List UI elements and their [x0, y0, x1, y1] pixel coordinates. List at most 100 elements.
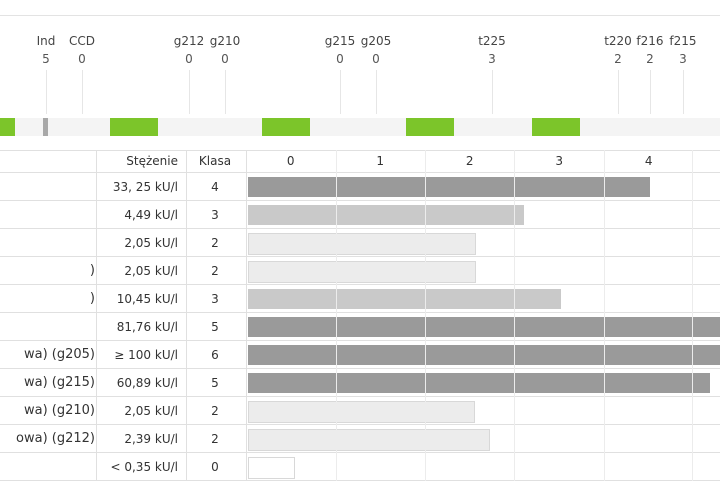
grid-column-line: [514, 150, 515, 481]
concentration-value: 60,89 kU/l: [116, 376, 178, 390]
class-value: 2: [211, 264, 219, 278]
row-divider: [0, 312, 720, 313]
scale-label-3: 3: [555, 154, 564, 168]
allergen-class-value: 0: [221, 52, 229, 66]
concentration-value: 81,76 kU/l: [116, 320, 178, 334]
concentration-value: ≥ 100 kU/l: [114, 348, 178, 362]
header-concentration: Stężenie: [126, 154, 178, 168]
strip-segment-green: [0, 118, 15, 136]
table-row[interactable]: 2,05 kU/l 2: [0, 229, 720, 257]
table-row[interactable]: 33, 25 kU/l 4: [0, 173, 720, 201]
class-value: 5: [211, 376, 219, 390]
scale-label-2: 2: [465, 154, 474, 168]
class-value: 3: [211, 208, 219, 222]
allergen-leader-line: [340, 70, 341, 114]
concentration-value: 2,05 kU/l: [124, 236, 178, 250]
results-table: Stężenie Klasa 0 1 2 3 4 33, 25 kU/l 4 4,49 kU…: [0, 150, 720, 481]
table-row[interactable]: 4,49 kU/l 3: [0, 201, 720, 229]
allergen-leader-line: [82, 70, 83, 114]
allergen-leader-line: [492, 70, 493, 114]
strip-segment-green: [532, 118, 580, 136]
grid-column-line: [425, 150, 426, 481]
concentration-value: 10,45 kU/l: [116, 292, 178, 306]
allergen-class-value: 5: [42, 52, 50, 66]
grid-column-line: [186, 150, 187, 481]
row-divider: [0, 396, 720, 397]
row-divider: [0, 256, 720, 257]
allergen-class-value: 2: [614, 52, 622, 66]
table-row[interactable]: owa) (g212) 2,39 kU/l 2: [0, 425, 720, 453]
class-value: 4: [211, 180, 219, 194]
scale-label-0: 0: [286, 154, 295, 168]
strip-track: [0, 118, 720, 136]
allergen-code-g212: g212: [173, 34, 205, 48]
class-bar: [248, 373, 710, 393]
table-row[interactable]: ) 2,05 kU/l 2: [0, 257, 720, 285]
grid-column-line: [246, 150, 247, 481]
allergen-component-strip: Ind 5 CCD 0 g212 0 g210 0 g215 0 g205 0 t225 3 t220 2 f2…: [0, 0, 720, 140]
allergen-code-f215: f215: [669, 34, 697, 48]
allergen-class-value: 0: [372, 52, 380, 66]
table-top-border: [0, 150, 720, 151]
class-value: 3: [211, 292, 219, 306]
grid-column-line: [692, 150, 693, 481]
class-bar: [248, 317, 720, 337]
allergen-code-t220: t220: [604, 34, 632, 48]
allergen-class-value: 2: [646, 52, 654, 66]
concentration-value: 4,49 kU/l: [124, 208, 178, 222]
table-row[interactable]: 81,76 kU/l 5: [0, 313, 720, 341]
allergen-class-value: 0: [336, 52, 344, 66]
row-divider: [0, 284, 720, 285]
table-row[interactable]: wa) (g215) 60,89 kU/l 5: [0, 369, 720, 397]
table-row[interactable]: wa) (g210) 2,05 kU/l 2: [0, 397, 720, 425]
allergen-leader-line: [189, 70, 190, 114]
concentration-value: < 0,35 kU/l: [110, 460, 178, 474]
row-divider: [0, 368, 720, 369]
allergen-leader-line: [376, 70, 377, 114]
class-bar: [248, 429, 490, 451]
concentration-value: 2,39 kU/l: [124, 432, 178, 446]
scale-label-4: 4: [644, 154, 653, 168]
class-bar: [248, 345, 720, 365]
table-row[interactable]: wa) (g205) ≥ 100 kU/l 6: [0, 341, 720, 369]
class-value: 6: [211, 348, 219, 362]
class-bar: [248, 205, 524, 225]
allergen-code-g215: g215: [324, 34, 356, 48]
table-row[interactable]: < 0,35 kU/l 0: [0, 453, 720, 481]
scale-label-1: 1: [376, 154, 385, 168]
allergen-class-value: 0: [185, 52, 193, 66]
allergen-class-value: 3: [679, 52, 687, 66]
concentration-value: 2,05 kU/l: [124, 404, 178, 418]
allergen-leader-line: [650, 70, 651, 114]
strip-segment-green: [406, 118, 454, 136]
allergen-name: ): [89, 263, 95, 278]
header-bottom-border: [0, 172, 720, 173]
concentration-value: 33, 25 kU/l: [112, 180, 178, 194]
grid-column-line: [96, 150, 97, 481]
class-value: 0: [211, 460, 219, 474]
strip-segment-green: [110, 118, 158, 136]
allergen-name: owa) (g212): [16, 431, 95, 446]
grid-column-line: [336, 150, 337, 481]
class-bar: [248, 177, 650, 197]
allergen-code-t225: t225: [478, 34, 506, 48]
concentration-value: 2,05 kU/l: [124, 264, 178, 278]
top-divider: [0, 15, 720, 16]
allergen-code-g205: g205: [360, 34, 392, 48]
class-value: 2: [211, 432, 219, 446]
allergen-name: ): [89, 291, 95, 306]
allergen-class-value: 0: [78, 52, 86, 66]
class-value: 2: [211, 404, 219, 418]
table-row[interactable]: ) 10,45 kU/l 3: [0, 285, 720, 313]
allergen-name: wa) (g205): [23, 347, 95, 362]
allergen-leader-line: [46, 70, 47, 114]
allergen-code-ind: Ind: [36, 34, 56, 48]
allergen-code-g210: g210: [209, 34, 241, 48]
allergen-code-ccd: CCD: [69, 34, 95, 48]
grid-column-line: [604, 150, 605, 481]
allergen-leader-line: [225, 70, 226, 114]
allergen-code-f216: f216: [636, 34, 664, 48]
class-bar: [248, 401, 475, 423]
class-bar: [248, 233, 476, 255]
row-divider: [0, 200, 720, 201]
